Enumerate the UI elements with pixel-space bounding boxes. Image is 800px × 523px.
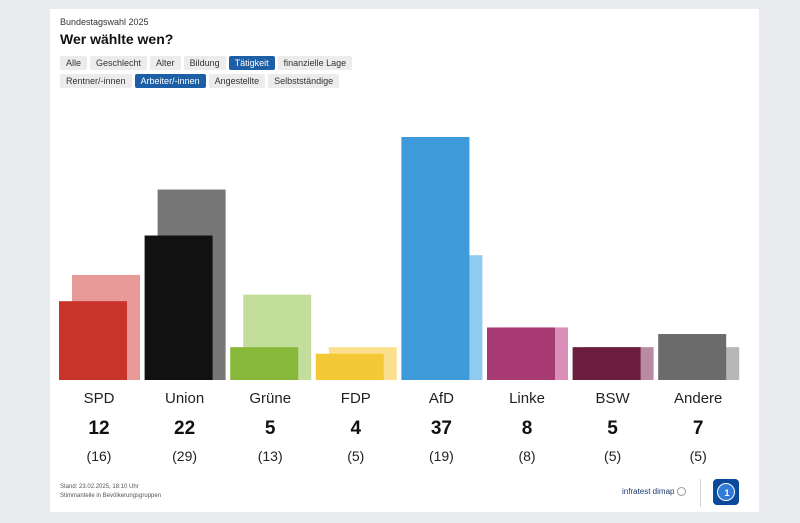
label-box-2 [230, 380, 311, 468]
filter-arbeiter[interactable]: Arbeiter/-innen [134, 74, 206, 88]
filter-geschlecht[interactable]: Geschlecht [90, 56, 148, 70]
label-box-0 [59, 380, 139, 468]
bar-current-5[interactable] [487, 327, 555, 380]
filter-bildung[interactable]: Bildung [183, 56, 226, 70]
chart-card: Bundestagswahl 2025 Wer wählte wen? Alle… [50, 9, 759, 512]
label-box-1 [144, 380, 225, 468]
bar-current-0[interactable] [59, 301, 127, 380]
filter-row-subgroups: Rentner/-innen Arbeiter/-innen Angestellte… [60, 74, 342, 88]
previous-label-0: (16) [87, 448, 112, 464]
party-label-1: Union [165, 390, 204, 407]
label-box-4 [401, 380, 482, 468]
filter-row-categories: Alle Geschlecht Alter Bildung Tätigkeit finan… [60, 56, 355, 70]
filter-angestellte[interactable]: Angestellte [208, 74, 266, 88]
label-box-7 [658, 380, 739, 468]
value-label-7: 7 [693, 418, 704, 439]
value-label-6: 5 [607, 418, 618, 439]
infratest-logo-icon [677, 487, 687, 497]
previous-label-6: (5) [604, 448, 621, 464]
previous-label-2: (13) [258, 448, 283, 464]
previous-label-3: (5) [347, 448, 364, 464]
bar-chart: SPD 12 (16) Union 22 (29) Grüne 5 (13) FDP 4 (5) AfD… [59, 137, 740, 468]
previous-label-5: (8) [518, 448, 535, 464]
bar-current-2[interactable] [230, 347, 299, 380]
previous-label-1: (29) [172, 448, 197, 464]
filter-taetigkeit[interactable]: Tätigkeit [228, 56, 275, 70]
party-label-4: AfD [429, 390, 454, 407]
value-label-3: 4 [351, 418, 362, 439]
party-label-6: BSW [596, 390, 631, 407]
tagesschau-logo-icon: 1 [713, 479, 739, 505]
footer-notes: Stand: 23.02.2025, 18:10 Uhr Stimmanteil… [60, 483, 161, 501]
filter-selbststaendige[interactable]: Selbstständige [268, 74, 340, 88]
footer-note: Stimmanteile in Bevölkerungsgruppen [60, 493, 162, 499]
party-label-5: Linke [509, 390, 545, 407]
party-label-2: Grüne [249, 390, 291, 407]
previous-label-4: (19) [429, 448, 454, 464]
party-label-7: Andere [674, 390, 722, 407]
filter-rentner[interactable]: Rentner/-innen [60, 74, 132, 88]
party-label-3: FDP [341, 390, 371, 407]
filter-alter[interactable]: Alter [150, 56, 181, 70]
source-brand: infratest dimap [622, 487, 687, 497]
page-title: Wer wählte wen? [60, 31, 174, 47]
value-label-1: 22 [174, 418, 195, 439]
filter-finanzielle-lage[interactable]: finanzielle Lage [277, 56, 353, 70]
filter-alle[interactable]: Alle [60, 56, 88, 70]
label-box-6 [572, 380, 653, 468]
footer-divider [700, 479, 701, 507]
bar-current-7[interactable] [658, 334, 727, 380]
source-label: infratest dimap [622, 487, 675, 496]
bar-current-4[interactable] [401, 137, 470, 380]
bar-current-1[interactable] [144, 235, 213, 380]
value-label-0: 12 [88, 418, 109, 439]
label-box-3 [315, 380, 396, 468]
value-label-2: 5 [265, 418, 276, 439]
value-label-4: 37 [431, 418, 452, 439]
overline: Bundestagswahl 2025 [60, 17, 149, 27]
party-label-0: SPD [84, 390, 115, 407]
previous-label-7: (5) [690, 448, 707, 464]
bar-current-6[interactable] [572, 347, 641, 380]
bar-current-3[interactable] [315, 353, 384, 380]
value-label-5: 8 [522, 418, 533, 439]
label-box-5 [487, 380, 567, 468]
footer-stand: Stand: 23.02.2025, 18:10 Uhr [60, 484, 139, 490]
